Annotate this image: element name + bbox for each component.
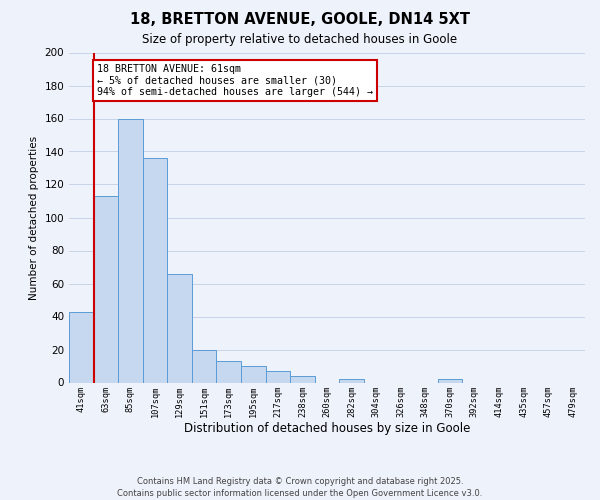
Bar xyxy=(167,274,192,382)
X-axis label: Distribution of detached houses by size in Goole: Distribution of detached houses by size … xyxy=(184,422,470,436)
Text: Contains public sector information licensed under the Open Government Licence v3: Contains public sector information licen… xyxy=(118,488,482,498)
Bar xyxy=(241,366,266,382)
Bar xyxy=(94,196,118,382)
Text: Size of property relative to detached houses in Goole: Size of property relative to detached ho… xyxy=(142,32,458,46)
Bar xyxy=(437,379,462,382)
Text: 18 BRETTON AVENUE: 61sqm
← 5% of detached houses are smaller (30)
94% of semi-de: 18 BRETTON AVENUE: 61sqm ← 5% of detache… xyxy=(97,64,373,97)
Text: 18, BRETTON AVENUE, GOOLE, DN14 5XT: 18, BRETTON AVENUE, GOOLE, DN14 5XT xyxy=(130,12,470,28)
Bar xyxy=(69,312,94,382)
Bar xyxy=(118,118,143,382)
Bar xyxy=(192,350,217,382)
Bar xyxy=(217,361,241,382)
Text: Contains HM Land Registry data © Crown copyright and database right 2025.: Contains HM Land Registry data © Crown c… xyxy=(137,477,463,486)
Bar xyxy=(143,158,167,382)
Bar xyxy=(290,376,315,382)
Bar xyxy=(339,379,364,382)
Bar xyxy=(266,371,290,382)
Y-axis label: Number of detached properties: Number of detached properties xyxy=(29,136,39,300)
